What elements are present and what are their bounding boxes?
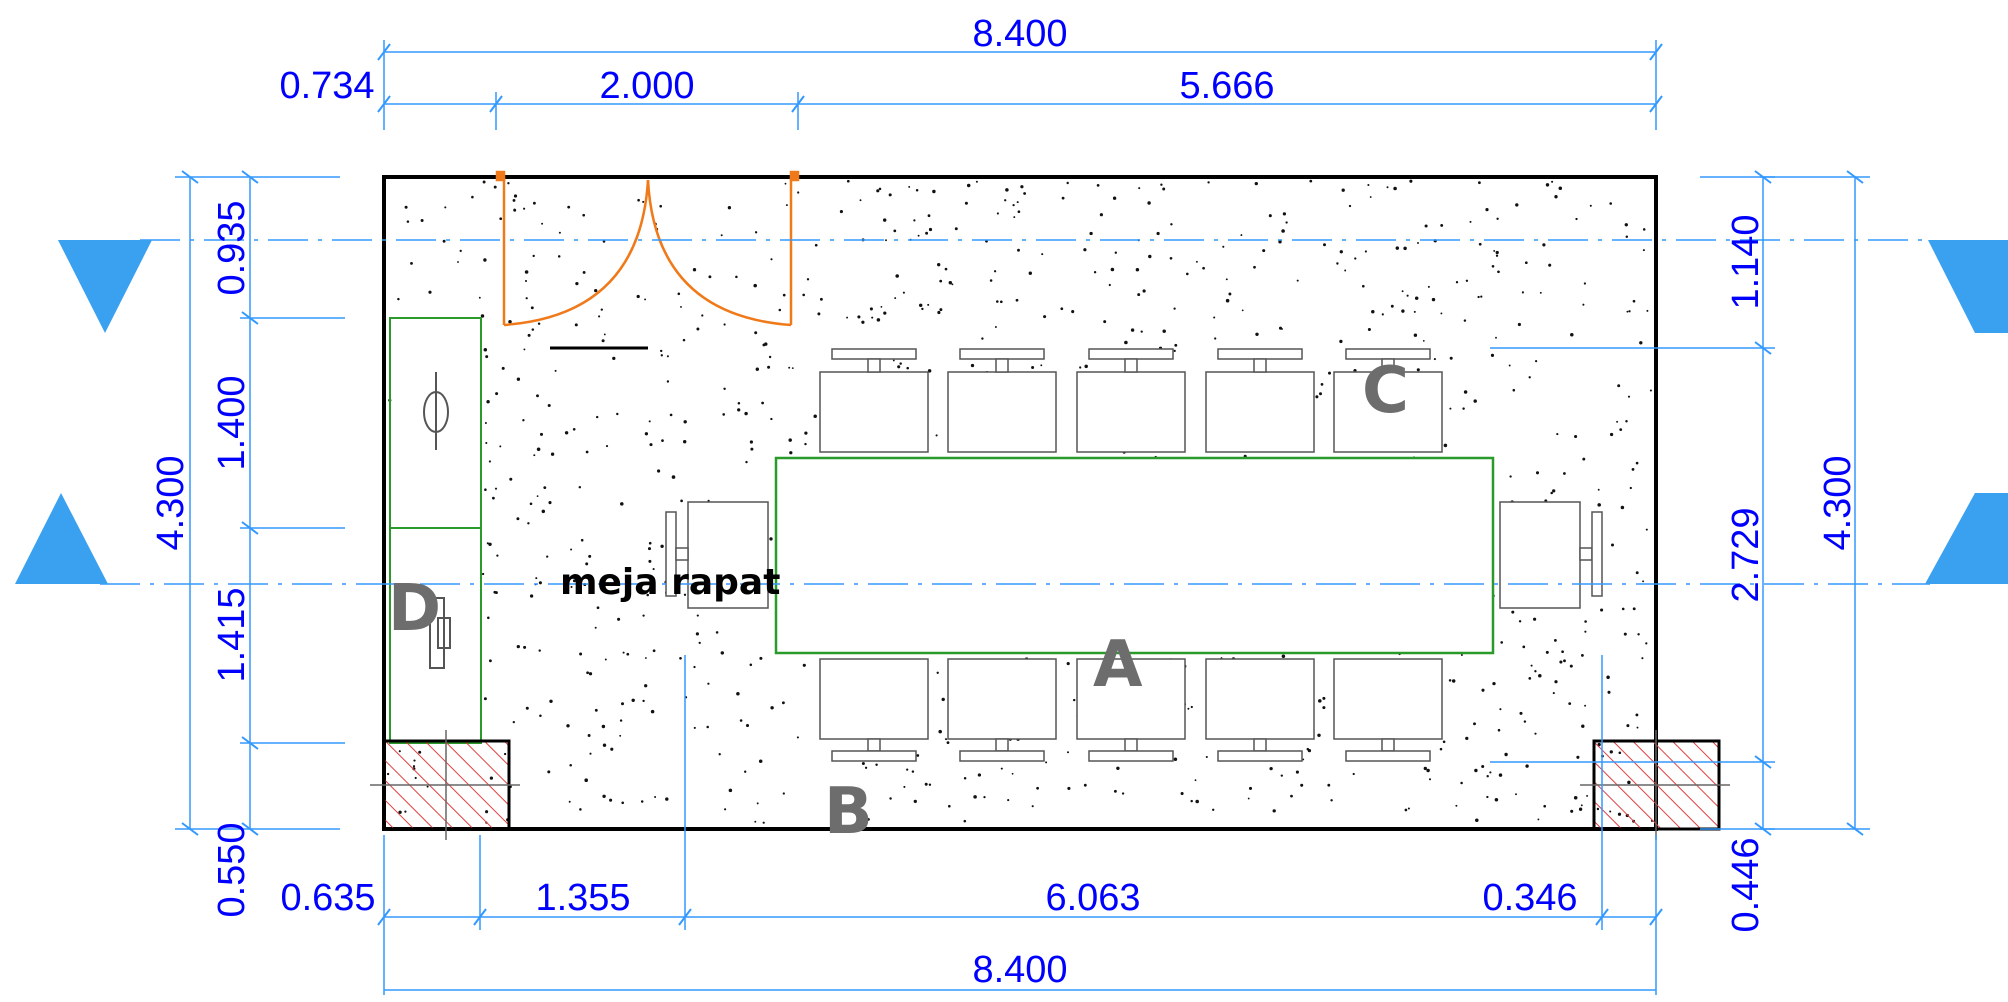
marker-c: C (1362, 354, 1409, 428)
dim-left-3: 1.415 (211, 587, 253, 682)
dim-right-total: 4.300 (1817, 455, 1859, 550)
chair-bottom-2 (947, 658, 1057, 762)
dim-top-left: 0.734 (279, 65, 374, 107)
dim-bottom-4: 0.346 (1482, 877, 1577, 919)
columns (370, 730, 1730, 840)
section-marker-bottom-left (15, 493, 108, 584)
room-label: meja rapat (560, 562, 780, 603)
chair-left-end (665, 501, 769, 609)
section-marker-top-left (58, 240, 152, 333)
chair-bottom-3 (1076, 658, 1186, 762)
dim-left-total: 4.300 (150, 455, 192, 550)
sink-icon (423, 372, 451, 669)
chair-top-2 (947, 348, 1057, 453)
section-lines (100, 239, 1930, 585)
dim-right-1: 1.140 (1725, 214, 1767, 309)
dim-right-2: 2.729 (1725, 507, 1767, 602)
chair-right-end (1499, 501, 1603, 609)
dim-top-total: 8.400 (972, 13, 1067, 55)
chairs (665, 348, 1603, 762)
section-marker-bottom-right (1925, 493, 2008, 584)
chair-bottom-5 (1333, 658, 1443, 762)
dim-right-3: 0.446 (1725, 837, 1767, 932)
dim-bottom-2: 1.355 (535, 877, 630, 919)
dim-top-right: 5.666 (1179, 65, 1274, 107)
chair-top-5 (1333, 348, 1443, 453)
chair-top-4 (1205, 348, 1315, 453)
dim-bottom-total: 8.400 (972, 949, 1067, 991)
door-jamb-right (789, 170, 800, 182)
chair-bottom-4 (1205, 658, 1315, 762)
door-jamb-left (495, 170, 506, 182)
dimension-lines (175, 40, 1870, 995)
marker-d: D (388, 572, 441, 646)
dim-left-2: 1.400 (211, 375, 253, 470)
door-swing-right (646, 179, 792, 327)
dim-bottom-1: 0.635 (280, 877, 375, 919)
section-markers (15, 240, 2008, 584)
marker-a: A (1093, 628, 1143, 702)
door (495, 170, 800, 327)
dim-left-1: 0.935 (211, 200, 253, 295)
door-swing-left (503, 179, 650, 327)
chair-top-1 (819, 348, 929, 453)
chair-top-3 (1076, 348, 1186, 453)
dim-top-door: 2.000 (599, 65, 694, 107)
dim-bottom-3: 6.063 (1045, 877, 1140, 919)
meeting-table (774, 456, 1495, 655)
dim-left-4: 0.550 (211, 822, 253, 917)
chair-bottom-1 (819, 658, 929, 762)
dimension-ticks (181, 43, 1864, 926)
section-marker-top-right (1928, 240, 2008, 333)
marker-b: B (824, 775, 873, 849)
